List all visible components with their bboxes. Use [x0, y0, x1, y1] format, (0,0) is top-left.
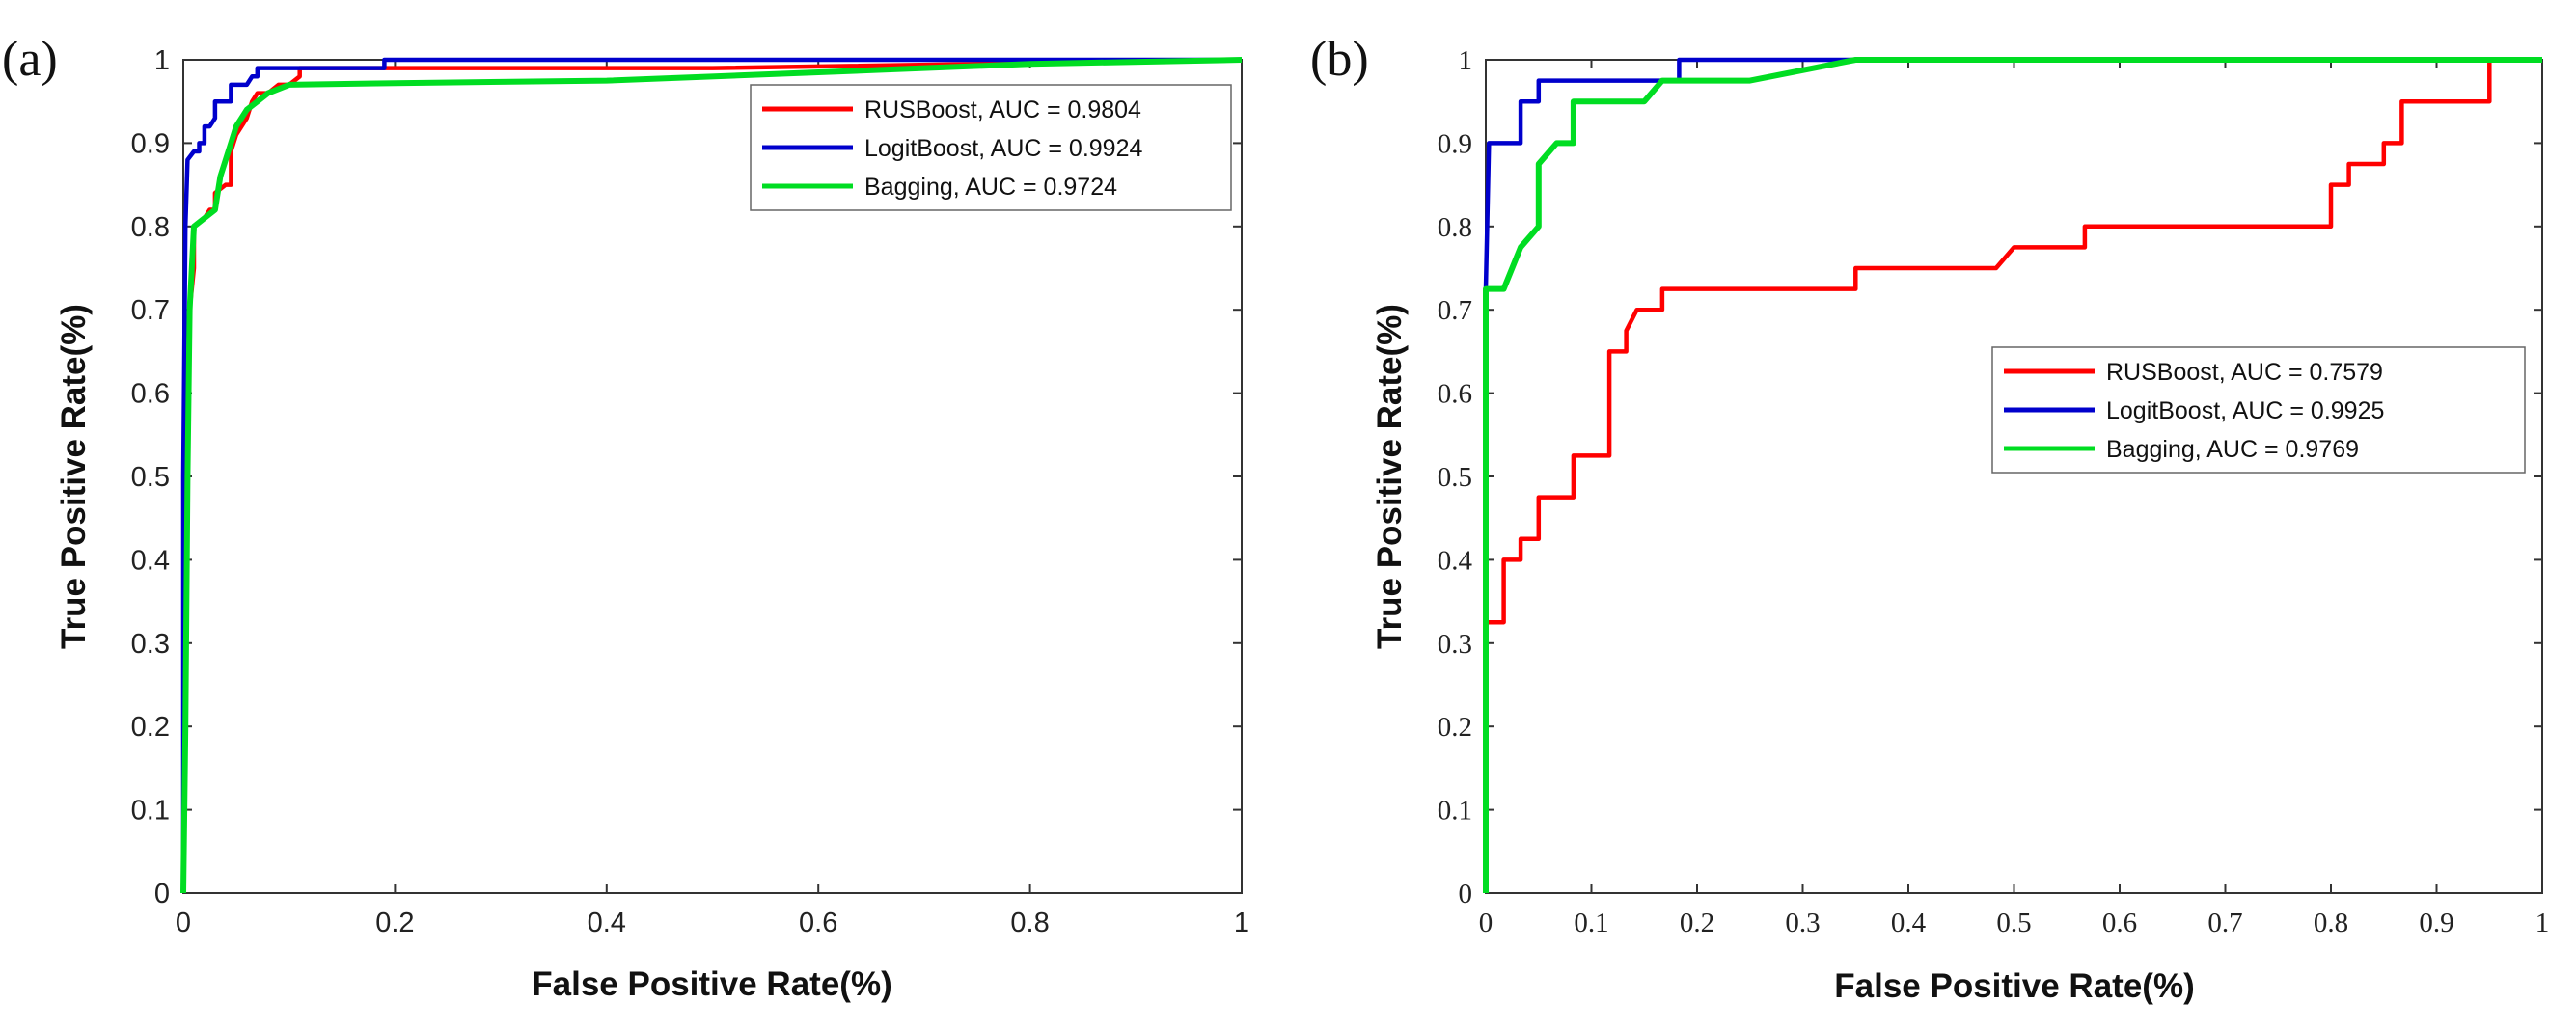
panel-a-y-tick-label: 0.1	[131, 796, 170, 827]
panel-a-legend-label-rusboost: RUSBoost, AUC = 0.9804	[864, 96, 1141, 123]
panel-a-legend: RUSBoost, AUC = 0.9804 LogitBoost, AUC =…	[750, 84, 1232, 211]
panel-b-x-tick-label: 0.4	[1891, 908, 1927, 938]
panel-a-x-tick-label: 0.4	[588, 908, 626, 938]
panel-b-y-tick-label: 0.8	[1438, 212, 1472, 243]
panel-a-y-tick-label: 0.2	[131, 712, 170, 743]
panel-a-legend-label-bagging: Bagging, AUC = 0.9724	[864, 174, 1117, 201]
panel-b-x-tick-label: 0.1	[1574, 908, 1608, 938]
panel-a-y-tick-label: 0.7	[131, 295, 170, 326]
panel-a-line-bagging	[180, 57, 1243, 894]
panel-b-ticks: 0 0.1 0.2 0.3 0.4 0.5 0.6 0.7 0.8 0.9 1 0 0.1 0.2 0.3 0…	[1438, 45, 2550, 938]
panel-a: (a) 0 0.2 0.4 0.6 0.8 1 0 0.1 0.2 0.3 0.4 0.5 0.6 0.7…	[2, 32, 1249, 1003]
panel-a-legend-label-logitboost: LogitBoost, AUC = 0.9924	[864, 135, 1142, 162]
panel-b-x-tick-label: 0.2	[1680, 908, 1714, 938]
panel-b-y-tick-label: 0.4	[1438, 545, 1473, 576]
panel-b-legend-label-rusboost: RUSBoost, AUC = 0.7579	[2106, 359, 2383, 386]
panel-a-x-tick-label: 0.2	[375, 908, 414, 938]
panel-b-y-tick-label: 1	[1459, 45, 1473, 76]
panel-a-tag: (a)	[2, 32, 58, 87]
panel-b-x-tick-label: 0.3	[1785, 908, 1820, 938]
panel-a-x-tick-label: 0.8	[1010, 908, 1049, 938]
panel-a-y-axis-label: True Positive Rate(%)	[55, 304, 93, 649]
panel-b-line-logitboost	[1483, 57, 2542, 893]
panel-b-y-tick-label: 0.3	[1438, 629, 1472, 660]
panel-b-legend: RUSBoost, AUC = 0.7579 LogitBoost, AUC =…	[1991, 346, 2526, 474]
panel-b-tag: (b)	[1310, 32, 1369, 87]
panel-a-series	[180, 57, 1243, 894]
panel-b-y-axis-label: True Positive Rate(%)	[1371, 304, 1409, 649]
panel-b-x-axis-label: False Positive Rate(%)	[1834, 967, 2194, 1005]
panel-a-y-tick-label: 1	[154, 45, 170, 76]
panel-b-y-tick-label: 0.9	[1438, 128, 1472, 159]
panel-a-line-logitboost	[180, 57, 1242, 893]
panel-b: (b) 0 0.1 0.2 0.3 0.4 0.5 0.6 0.7 0.8 0.9 1 0 0.1 0.2…	[1310, 32, 2549, 1005]
panel-a-x-tick-label: 1	[1234, 908, 1249, 938]
panel-b-y-tick-label: 0.1	[1438, 796, 1472, 827]
panel-b-y-tick-label: 0.7	[1438, 295, 1472, 326]
panel-b-x-tick-label: 0.9	[2419, 908, 2453, 938]
panel-a-x-tick-label: 0.6	[799, 908, 837, 938]
panel-b-line-rusboost	[1483, 57, 2542, 893]
panel-a-y-tick-label: 0.9	[131, 128, 170, 159]
panel-b-series	[1483, 57, 2542, 893]
panel-b-plot-area	[1485, 59, 2543, 894]
panel-a-x-axis-label: False Positive Rate(%)	[532, 965, 891, 1003]
panel-a-y-tick-label: 0	[154, 879, 170, 910]
panel-b-x-tick-label: 0.7	[2207, 908, 2242, 938]
panel-a-y-tick-label: 0.5	[131, 462, 170, 493]
panel-b-legend-label-logitboost: LogitBoost, AUC = 0.9925	[2106, 397, 2384, 424]
panel-b-x-tick-label: 0.5	[1996, 908, 2031, 938]
panel-a-y-tick-label: 0.6	[131, 379, 170, 410]
panel-b-y-tick-label: 0.5	[1438, 462, 1472, 493]
panel-a-ticks: 0 0.2 0.4 0.6 0.8 1 0 0.1 0.2 0.3 0.4 0.5 0.6 0.7 0.8 0…	[131, 45, 1249, 938]
panel-a-y-tick-label: 0.8	[131, 212, 170, 243]
panel-b-x-tick-label: 0.6	[2102, 908, 2137, 938]
panel-b-x-tick-label: 0.8	[2314, 908, 2348, 938]
panel-b-y-tick-label: 0	[1459, 879, 1473, 910]
panel-b-x-tick-label: 1	[2535, 908, 2550, 938]
panel-b-legend-label-bagging: Bagging, AUC = 0.9769	[2106, 436, 2359, 463]
panel-b-y-tick-label: 0.2	[1438, 712, 1472, 743]
panel-a-y-tick-label: 0.4	[131, 545, 170, 576]
panel-b-x-tick-label: 0	[1479, 908, 1494, 938]
panel-a-y-tick-label: 0.3	[131, 629, 170, 660]
panel-b-line-bagging	[1483, 57, 2542, 893]
panel-b-y-tick-label: 0.6	[1438, 379, 1472, 410]
panel-a-x-tick-label: 0	[176, 908, 191, 938]
